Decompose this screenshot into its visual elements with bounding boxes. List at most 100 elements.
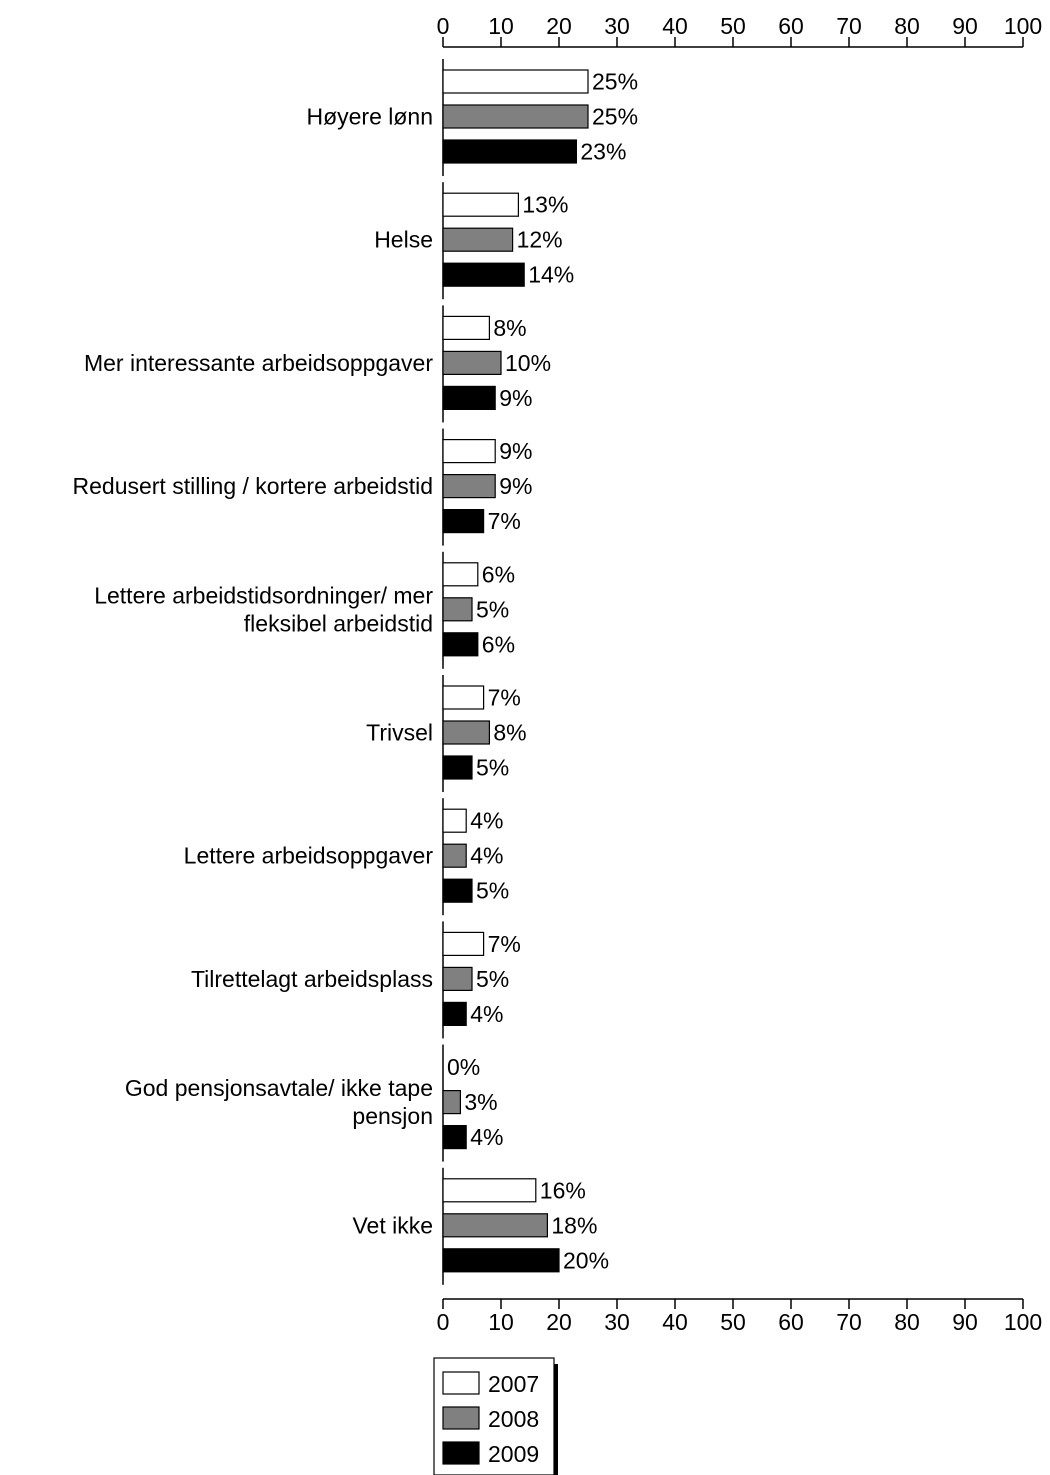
bar-2009 bbox=[442, 509, 485, 534]
bar-2008 bbox=[442, 597, 473, 622]
bottom-tick-label: 60 bbox=[778, 1309, 804, 1335]
top-tick-label: 80 bbox=[894, 13, 920, 39]
top-tick-label: 70 bbox=[836, 13, 862, 39]
category-label: fleksibel arbeidstid bbox=[244, 610, 433, 636]
category-label: pensjon bbox=[352, 1103, 433, 1129]
bar-2009 bbox=[442, 1001, 467, 1027]
category-label: Trivsel bbox=[366, 720, 433, 746]
legend-swatch-2007 bbox=[442, 1371, 480, 1395]
bar-2008 bbox=[442, 104, 589, 129]
bar-2009 bbox=[442, 632, 479, 657]
category-label: Høyere lønn bbox=[306, 104, 433, 130]
bar-value-label: 20% bbox=[563, 1247, 609, 1273]
bar-2009 bbox=[442, 755, 473, 780]
bar-value-label: 5% bbox=[476, 596, 509, 622]
bar-2008 bbox=[442, 966, 473, 992]
bar-2008 bbox=[442, 350, 502, 375]
bar-2009 bbox=[442, 1124, 467, 1150]
bar-2007 bbox=[442, 931, 485, 957]
bar-value-label: 4% bbox=[470, 808, 503, 834]
top-tick-label: 100 bbox=[1004, 13, 1042, 39]
bar-2008 bbox=[442, 227, 514, 252]
bar-2007 bbox=[442, 192, 520, 217]
category-label: Vet ikke bbox=[352, 1212, 433, 1238]
legend-swatch-2009 bbox=[442, 1441, 480, 1465]
bar-value-label: 9% bbox=[499, 438, 532, 464]
bar-value-label: 14% bbox=[528, 262, 574, 288]
top-tick-label: 20 bbox=[546, 13, 572, 39]
top-tick-label: 40 bbox=[662, 13, 688, 39]
top-tick-label: 10 bbox=[488, 13, 514, 39]
bottom-tick-label: 0 bbox=[437, 1309, 450, 1335]
bar-2009 bbox=[442, 385, 496, 410]
bar-value-label: 6% bbox=[482, 631, 515, 657]
legend-label: 2007 bbox=[488, 1371, 539, 1397]
bar-value-label: 7% bbox=[488, 685, 521, 711]
bar-2008 bbox=[442, 1213, 549, 1238]
bar-2007 bbox=[442, 808, 467, 833]
bar-2007 bbox=[442, 685, 485, 710]
top-tick-label: 0 bbox=[437, 13, 450, 39]
bottom-tick-label: 30 bbox=[604, 1309, 630, 1335]
bar-2009 bbox=[442, 1248, 560, 1273]
top-tick-label: 30 bbox=[604, 13, 630, 39]
category-label: Tilrettelagt arbeidsplass bbox=[191, 966, 433, 992]
bar-value-label: 7% bbox=[488, 931, 521, 957]
bar-2009 bbox=[442, 139, 577, 164]
bar-value-label: 3% bbox=[464, 1089, 497, 1115]
top-tick-label: 50 bbox=[720, 13, 746, 39]
bar-value-label: 9% bbox=[499, 473, 532, 499]
legend-label: 2008 bbox=[488, 1406, 539, 1432]
bar-2007 bbox=[442, 562, 479, 587]
bottom-tick-label: 80 bbox=[894, 1309, 920, 1335]
bar-value-label: 25% bbox=[592, 104, 638, 130]
bar-value-label: 16% bbox=[540, 1177, 586, 1203]
bottom-tick-label: 90 bbox=[952, 1309, 978, 1335]
bar-value-label: 0% bbox=[447, 1054, 480, 1080]
bar-2008 bbox=[442, 1089, 461, 1115]
category-label: Redusert stilling / kortere arbeidstid bbox=[73, 473, 434, 499]
bar-2009 bbox=[442, 878, 473, 903]
category-label: Mer interessante arbeidsoppgaver bbox=[84, 350, 433, 376]
category-label: Lettere arbeidstidsordninger/ mer bbox=[94, 582, 433, 608]
bottom-tick-label: 50 bbox=[720, 1309, 746, 1335]
category-label: God pensjonsavtale/ ikke tape bbox=[125, 1075, 433, 1101]
bottom-tick-label: 70 bbox=[836, 1309, 862, 1335]
bar-2009 bbox=[442, 262, 525, 287]
bar-value-label: 4% bbox=[470, 1124, 503, 1150]
bar-2007 bbox=[442, 1178, 537, 1203]
bar-2007 bbox=[442, 315, 491, 340]
bar-value-label: 6% bbox=[482, 561, 515, 587]
bar-value-label: 9% bbox=[499, 385, 532, 411]
bar-value-label: 4% bbox=[470, 843, 503, 869]
bar-value-label: 5% bbox=[476, 755, 509, 781]
top-tick-label: 60 bbox=[778, 13, 804, 39]
category-label: Lettere arbeidsoppgaver bbox=[184, 843, 434, 869]
bar-value-label: 8% bbox=[493, 315, 526, 341]
bar-value-label: 25% bbox=[592, 69, 638, 95]
bar-value-label: 4% bbox=[470, 1001, 503, 1027]
legend-swatch-2008 bbox=[442, 1406, 480, 1430]
bar-value-label: 5% bbox=[476, 966, 509, 992]
bar-value-label: 12% bbox=[517, 227, 563, 253]
bar-2007 bbox=[442, 439, 496, 464]
bar-value-label: 13% bbox=[522, 192, 568, 218]
bar-2007 bbox=[442, 69, 589, 94]
bottom-tick-label: 20 bbox=[546, 1309, 572, 1335]
bottom-tick-label: 40 bbox=[662, 1309, 688, 1335]
bar-value-label: 8% bbox=[493, 720, 526, 746]
bar-2008 bbox=[442, 720, 491, 745]
bar-value-label: 10% bbox=[505, 350, 551, 376]
bar-value-label: 5% bbox=[476, 878, 509, 904]
bar-value-label: 18% bbox=[551, 1212, 597, 1238]
bar-2008 bbox=[442, 474, 496, 499]
bottom-tick-label: 10 bbox=[488, 1309, 514, 1335]
legend-label: 2009 bbox=[488, 1441, 539, 1467]
bottom-tick-label: 100 bbox=[1004, 1309, 1042, 1335]
bar-value-label: 23% bbox=[580, 139, 626, 165]
bar-value-label: 7% bbox=[488, 508, 521, 534]
category-label: Helse bbox=[374, 227, 433, 253]
top-tick-label: 90 bbox=[952, 13, 978, 39]
